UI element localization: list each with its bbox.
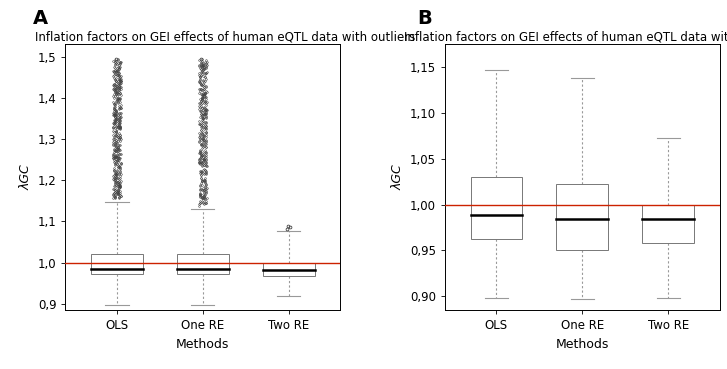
Y-axis label: λGC: λGC bbox=[391, 164, 404, 190]
Text: B: B bbox=[417, 9, 432, 28]
Y-axis label: λGC: λGC bbox=[19, 164, 32, 190]
Bar bbox=[643, 204, 694, 243]
Bar bbox=[470, 177, 522, 238]
Bar bbox=[556, 183, 608, 251]
Text: A: A bbox=[33, 9, 47, 28]
Title: Inflation factors on GEI effects of human eQTL data without outliers: Inflation factors on GEI effects of huma… bbox=[404, 30, 727, 43]
Bar bbox=[91, 254, 142, 274]
X-axis label: Methods: Methods bbox=[176, 338, 230, 351]
Bar bbox=[177, 254, 229, 274]
Bar bbox=[263, 263, 315, 276]
Title: Inflation factors on GEI effects of human eQTL data with outliers: Inflation factors on GEI effects of huma… bbox=[35, 30, 415, 43]
X-axis label: Methods: Methods bbox=[555, 338, 609, 351]
